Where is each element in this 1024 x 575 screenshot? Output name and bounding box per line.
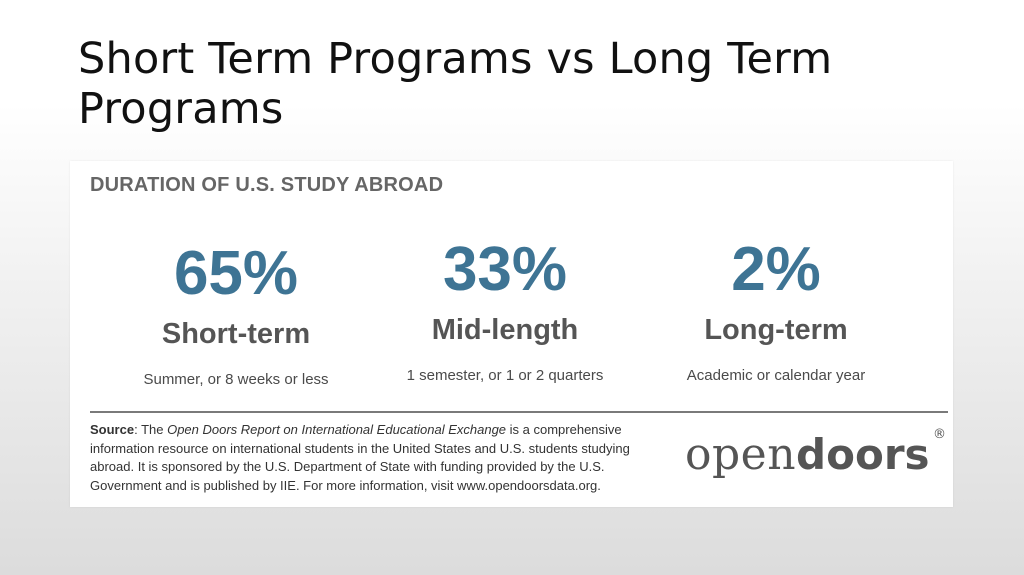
divider [90, 411, 948, 413]
stat-mid-length: 33% Mid-length 1 semester, or 1 or 2 qua… [375, 237, 635, 385]
stat-percent: 33% [442, 235, 568, 304]
stat-label: Short-term [161, 318, 311, 350]
source-lead: Source [90, 422, 135, 437]
stat-description: Academic or calendar year [686, 367, 866, 384]
stat-label: Long-term [704, 314, 848, 346]
source-note: Source: The Open Doors Report on Interna… [90, 421, 670, 495]
study-abroad-duration-card: DURATION OF U.S. STUDY ABROAD 65% Short-… [70, 161, 953, 507]
source-report-title: Open Doors Report on International Educa… [167, 422, 507, 437]
stat-percent: 65% [173, 239, 299, 308]
stat-description: Summer, or 8 weeks or less [143, 371, 329, 388]
registered-mark: ® [933, 427, 946, 442]
opendoors-logo: opendoors ® [685, 427, 950, 489]
source-text-1: : The [134, 422, 168, 437]
stat-long-term: 2% Long-term Academic or calendar year [646, 237, 906, 385]
card-heading: DURATION OF U.S. STUDY ABROAD [90, 174, 444, 196]
logo-open-text: open [685, 429, 797, 480]
logo-doors-text: doors [796, 430, 930, 479]
stat-percent: 2% [731, 235, 821, 304]
stat-label: Mid-length [431, 314, 579, 346]
slide-title: Short Term Programs vs Long Term Program… [78, 34, 833, 134]
source-text-2: is a comprehensive information resource … [90, 422, 630, 493]
stat-short-term: 65% Short-term Summer, or 8 weeks or les… [106, 241, 366, 389]
stat-description: 1 semester, or 1 or 2 quarters [406, 367, 604, 384]
